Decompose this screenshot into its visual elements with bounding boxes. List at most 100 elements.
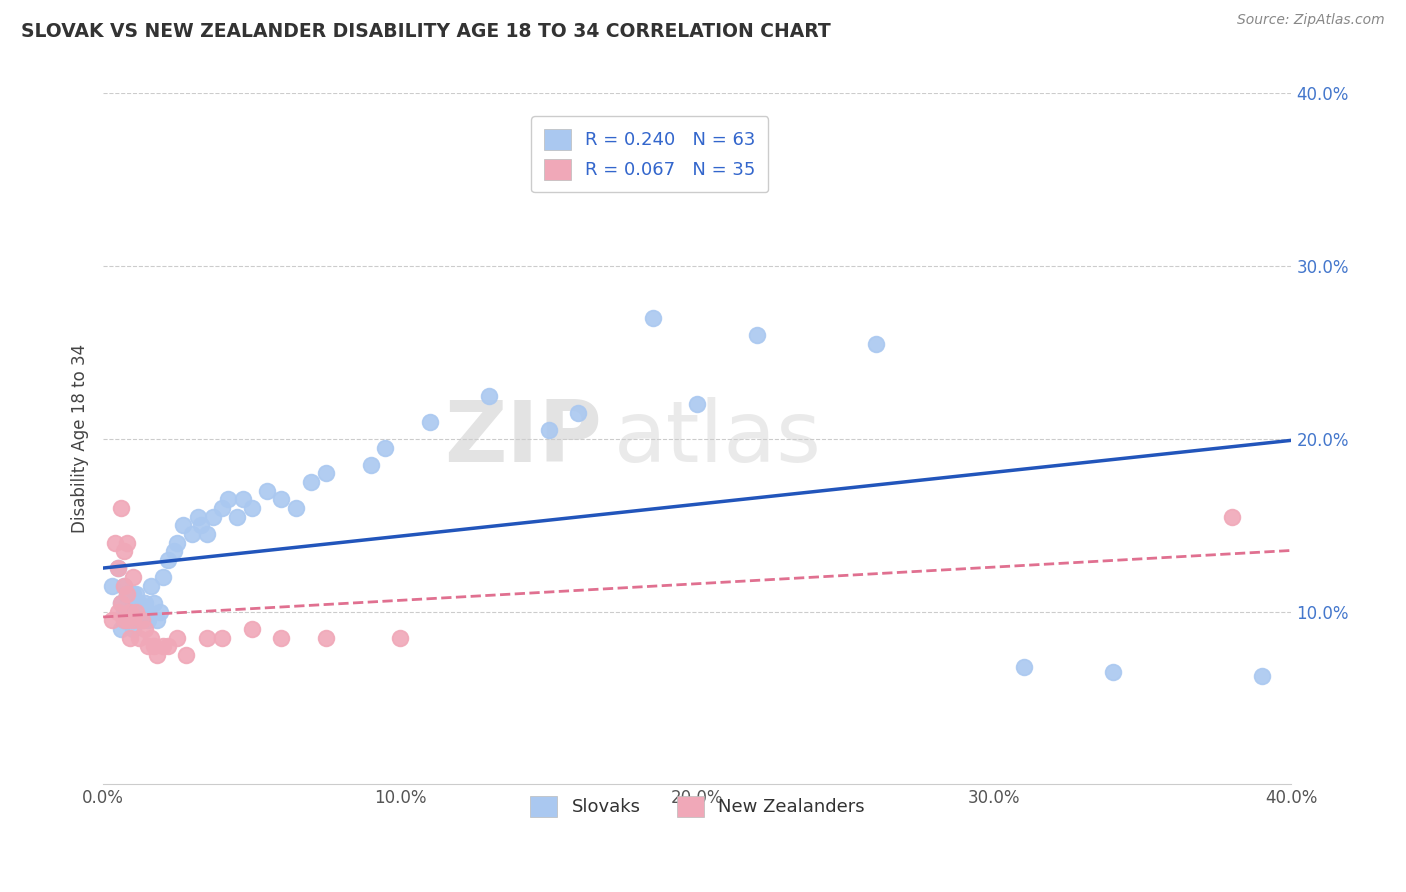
Point (157, 639, 180, 653)
Point (118, 605, 141, 619)
Point (152, 570, 174, 584)
Point (148, 605, 170, 619)
Point (101, 579, 124, 593)
Point (115, 587, 138, 601)
Point (187, 509, 209, 524)
Point (112, 613, 135, 627)
Point (125, 605, 148, 619)
Point (1220, 509, 1243, 524)
Point (131, 605, 153, 619)
Point (125, 587, 148, 601)
Point (107, 605, 129, 619)
Point (225, 509, 247, 524)
Point (121, 587, 143, 601)
Point (240, 622, 263, 636)
Point (139, 631, 162, 645)
Point (136, 639, 159, 653)
Point (115, 535, 138, 549)
Point (315, 467, 337, 481)
Point (211, 631, 233, 645)
Point (112, 544, 135, 558)
Point (1012, 660, 1035, 674)
Point (145, 648, 167, 662)
Point (121, 613, 143, 627)
Point (157, 553, 180, 567)
Point (110, 622, 132, 636)
Point (118, 605, 141, 619)
Text: ZIP: ZIP (444, 398, 602, 481)
Point (190, 518, 212, 533)
Point (136, 613, 159, 627)
Point (537, 423, 560, 437)
Point (360, 458, 382, 472)
Point (128, 613, 150, 627)
Point (110, 596, 132, 610)
Point (139, 579, 162, 593)
Point (232, 492, 254, 507)
Point (686, 397, 709, 411)
Point (112, 579, 135, 593)
Point (112, 579, 135, 593)
Point (166, 631, 188, 645)
Point (121, 570, 143, 584)
Point (110, 501, 132, 516)
Point (107, 561, 129, 575)
Y-axis label: Disability Age 18 to 34: Disability Age 18 to 34 (72, 344, 89, 533)
Point (478, 389, 501, 403)
Point (419, 415, 441, 429)
Point (118, 631, 141, 645)
Point (567, 406, 589, 420)
Point (270, 492, 292, 507)
Point (134, 596, 156, 610)
Point (107, 561, 129, 575)
Point (104, 535, 127, 549)
Text: Source: ZipAtlas.com: Source: ZipAtlas.com (1237, 13, 1385, 28)
Point (110, 596, 132, 610)
Point (112, 605, 135, 619)
Point (101, 613, 124, 627)
Point (128, 596, 150, 610)
Point (142, 596, 165, 610)
Point (166, 535, 188, 549)
Point (136, 605, 159, 619)
Point (172, 518, 194, 533)
Point (145, 613, 167, 627)
Point (118, 587, 141, 601)
Point (745, 328, 768, 343)
Point (641, 310, 664, 325)
Point (1102, 665, 1125, 680)
Point (270, 631, 292, 645)
Point (121, 622, 143, 636)
Point (131, 613, 153, 627)
Point (115, 613, 138, 627)
Point (128, 631, 150, 645)
Point (118, 613, 141, 627)
Legend: Slovaks, New Zealanders: Slovaks, New Zealanders (523, 789, 872, 824)
Point (142, 639, 165, 653)
Text: SLOVAK VS NEW ZEALANDER DISABILITY AGE 18 TO 34 CORRELATION CHART: SLOVAK VS NEW ZEALANDER DISABILITY AGE 1… (21, 22, 831, 41)
Point (121, 613, 143, 627)
Point (125, 605, 148, 619)
Point (163, 544, 186, 558)
Point (1250, 668, 1272, 682)
Point (152, 639, 174, 653)
Point (195, 631, 218, 645)
Point (121, 605, 143, 619)
Point (299, 475, 322, 489)
Point (195, 527, 218, 541)
Point (389, 631, 412, 645)
Point (374, 441, 396, 455)
Point (865, 337, 887, 351)
Point (134, 622, 156, 636)
Point (115, 613, 138, 627)
Point (112, 613, 135, 627)
Point (240, 501, 263, 516)
Point (285, 501, 308, 516)
Point (115, 596, 138, 610)
Point (211, 501, 233, 516)
Point (115, 587, 138, 601)
Text: atlas: atlas (614, 398, 823, 481)
Point (176, 648, 198, 662)
Point (315, 631, 337, 645)
Point (131, 613, 153, 627)
